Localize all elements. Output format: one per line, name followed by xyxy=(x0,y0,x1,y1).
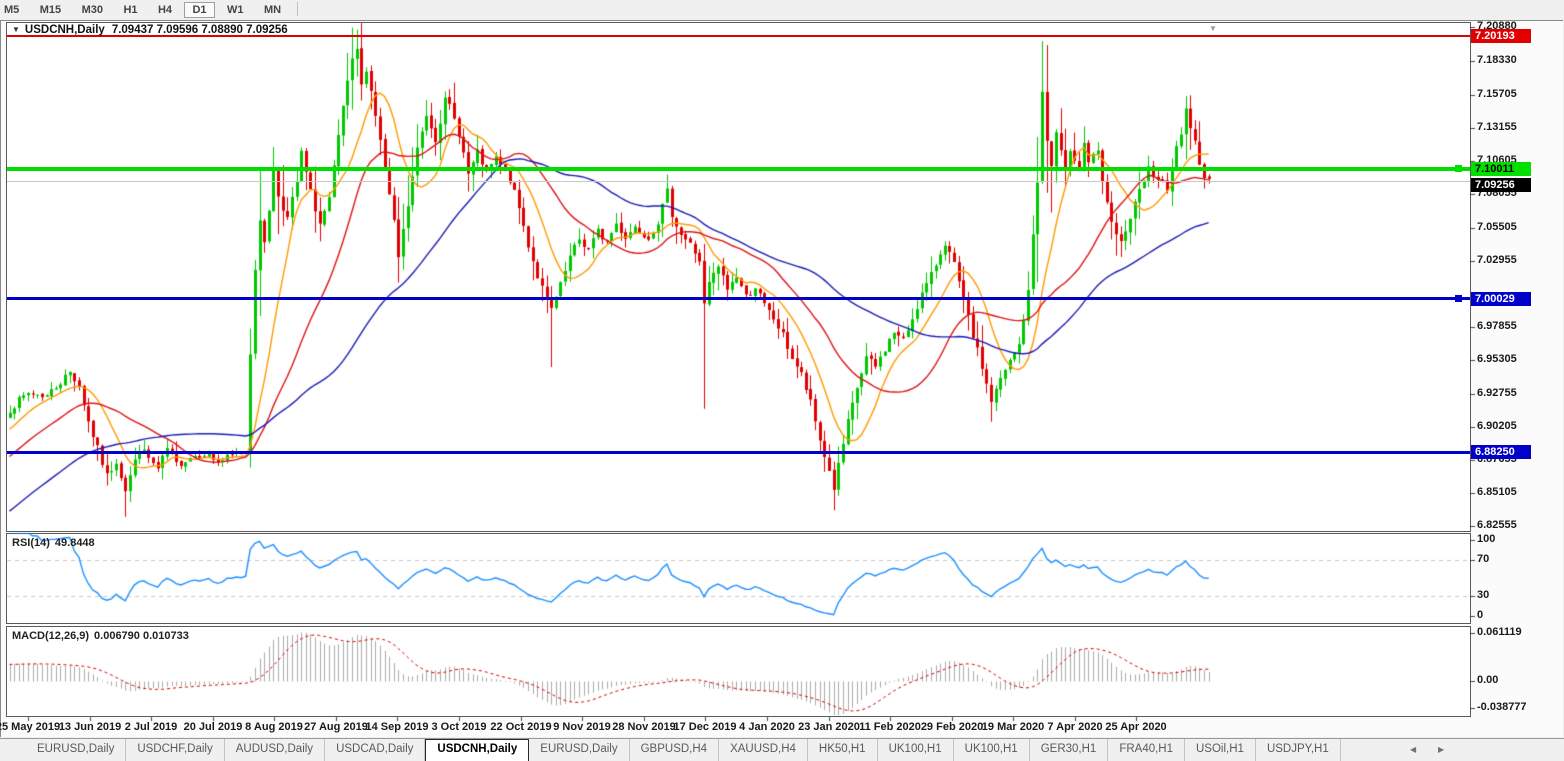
line-handle[interactable] xyxy=(1455,295,1462,302)
date-label: 17 Dec 2019 xyxy=(673,721,737,733)
tab-fra40-h1[interactable]: FRA40,H1 xyxy=(1108,739,1185,761)
support-line-blue-upper[interactable] xyxy=(7,295,1470,302)
rsi-value: 49.8448 xyxy=(54,537,95,549)
rsi-name: RSI(14) xyxy=(12,537,50,549)
price-tick-label: 7.18330 xyxy=(1477,54,1517,66)
tab-usdchf-daily[interactable]: USDCHF,Daily xyxy=(126,739,225,761)
line-handle[interactable] xyxy=(1455,165,1462,172)
price-tick-label: 6.95305 xyxy=(1477,353,1517,365)
price-tick-label: 6.90205 xyxy=(1477,420,1517,432)
price-badge-current-bid: 7.09256 xyxy=(1471,178,1531,192)
tab-uk100-h1-2[interactable]: UK100,H1 xyxy=(954,739,1030,761)
date-label: 22 Oct 2019 xyxy=(490,721,552,733)
chart-dropdown-icon[interactable]: ▼ xyxy=(12,25,20,34)
chart-shift-marker[interactable]: ▼ xyxy=(1209,24,1217,33)
chart-symbol-label: USDCNH,Daily xyxy=(24,24,105,36)
price-tick-label: 7.13155 xyxy=(1477,121,1517,133)
date-label: 14 Sep 2019 xyxy=(365,721,429,733)
tab-ger30-h1[interactable]: GER30,H1 xyxy=(1030,739,1109,761)
tab-gbpusd-h4[interactable]: GBPUSD,H4 xyxy=(630,739,720,761)
tab-hk50-h1[interactable]: HK50,H1 xyxy=(808,739,878,761)
macd-indicator-label: MACD(12,26,9) 0.006790 0.010733 xyxy=(12,630,194,642)
date-label: 29 Feb 2020 xyxy=(920,721,984,733)
tab-usdcnh-daily[interactable]: USDCNH,Daily xyxy=(425,739,530,761)
support-line-blue-lower[interactable] xyxy=(7,451,1470,454)
price-badge-green-line: 7.10011 xyxy=(1471,162,1531,176)
tab-usoil-h1[interactable]: USOil,H1 xyxy=(1185,739,1256,761)
date-label: 2 Jul 2019 xyxy=(124,721,178,733)
rsi-scale-label: 70 xyxy=(1477,553,1490,565)
tab-uk100-h1-1[interactable]: UK100,H1 xyxy=(878,739,954,761)
date-label: 13 Jun 2019 xyxy=(58,721,122,733)
date-label: 28 Nov 2019 xyxy=(612,721,676,733)
date-label: 23 Jan 2020 xyxy=(798,721,860,733)
price-tick-label: 7.02955 xyxy=(1477,254,1517,266)
resistance-line-red[interactable] xyxy=(7,35,1470,37)
price-tick-label: 6.97855 xyxy=(1477,320,1517,332)
date-label: 4 Jan 2020 xyxy=(739,721,795,733)
price-tick-label: 6.92755 xyxy=(1477,387,1517,399)
macd-name: MACD(12,26,9) xyxy=(12,630,90,642)
date-label: 27 Aug 2019 xyxy=(304,721,368,733)
price-badge-support-688: 6.88250 xyxy=(1471,445,1531,459)
tabs-scroll-right-icon[interactable]: ▶ xyxy=(1438,745,1445,754)
tab-audusd-daily[interactable]: AUDUSD,Daily xyxy=(225,739,326,761)
date-label: 19 Mar 2020 xyxy=(981,721,1045,733)
date-label: 9 Nov 2019 xyxy=(553,721,611,733)
macd-scale-label: 0.061119 xyxy=(1477,626,1522,638)
date-label: 20 Jul 2019 xyxy=(183,721,243,733)
price-tick-label: 6.85105 xyxy=(1477,486,1517,498)
resistance-line-green[interactable] xyxy=(7,165,1470,172)
rsi-scale-label: 0 xyxy=(1477,609,1484,621)
price-tick-label: 7.15705 xyxy=(1477,88,1517,100)
date-label: 11 Feb 2020 xyxy=(859,721,921,733)
tab-eurusd-daily-2[interactable]: EURUSD,Daily xyxy=(529,739,630,761)
date-label: 8 Aug 2019 xyxy=(245,721,303,733)
price-line-gray[interactable] xyxy=(7,181,1470,182)
chart-title: ▼ USDCNH,Daily 7.09437 7.09596 7.08890 7.0… xyxy=(12,24,288,36)
price-badge-support-7: 7.00029 xyxy=(1471,292,1531,306)
chart-ohlc-values: 7.09437 7.09596 7.08890 7.09256 xyxy=(111,24,288,36)
date-label: 25 May 2019 xyxy=(0,721,61,733)
chart-tabbar: EURUSD,Daily USDCHF,Daily AUDUSD,Daily U… xyxy=(0,738,1564,761)
tab-xauusd-h4[interactable]: XAUUSD,H4 xyxy=(719,739,808,761)
date-label: 3 Oct 2019 xyxy=(431,721,487,733)
rsi-scale-label: 100 xyxy=(1477,533,1496,545)
tab-eurusd-daily-1[interactable]: EURUSD,Daily xyxy=(26,739,127,761)
price-tick-label: 7.05505 xyxy=(1477,221,1517,233)
date-label: 25 Apr 2020 xyxy=(1105,721,1167,733)
tab-usdcad-daily[interactable]: USDCAD,Daily xyxy=(325,739,426,761)
price-badge-resistance: 7.20193 xyxy=(1471,29,1531,43)
rsi-indicator-label: RSI(14) 49.8448 xyxy=(12,537,100,549)
tabs-scroll-left-icon[interactable]: ◀ xyxy=(1410,745,1417,754)
macd-values: 0.006790 0.010733 xyxy=(94,630,189,642)
price-tick-label: 6.82555 xyxy=(1477,519,1517,531)
tab-usdjpy-h1[interactable]: USDJPY,H1 xyxy=(1256,739,1341,761)
macd-scale-label: -0.038777 xyxy=(1477,701,1527,713)
date-label: 7 Apr 2020 xyxy=(1047,721,1103,733)
rsi-scale-label: 30 xyxy=(1477,589,1490,601)
macd-scale-label: 0.00 xyxy=(1477,674,1499,686)
